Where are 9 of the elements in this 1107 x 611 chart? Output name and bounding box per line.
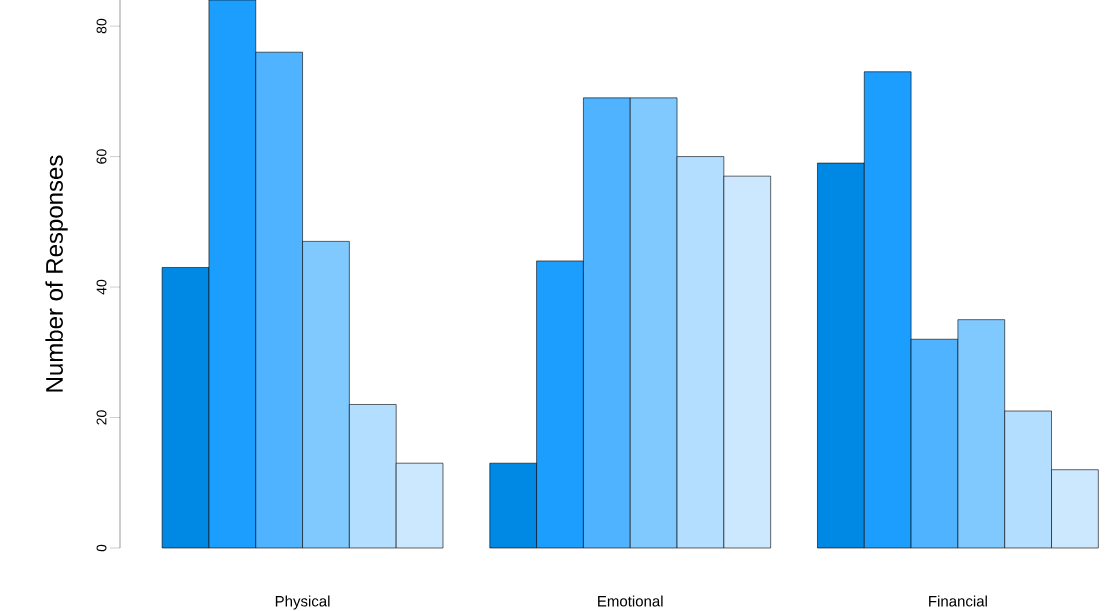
x-tick-label: Physical — [275, 595, 330, 610]
y-tick-label: 0 — [96, 544, 107, 552]
x-tick-label: Financial — [929, 595, 987, 607]
x-tick-label: Emotional — [598, 595, 663, 607]
y-tick-label: 40 — [96, 279, 107, 295]
y-tick-label: 80 — [96, 18, 107, 34]
y-axis-title: Number of Responses — [45, 155, 68, 392]
y-tick-label: 20 — [96, 410, 107, 425]
y-tick-label: 60 — [96, 149, 107, 164]
